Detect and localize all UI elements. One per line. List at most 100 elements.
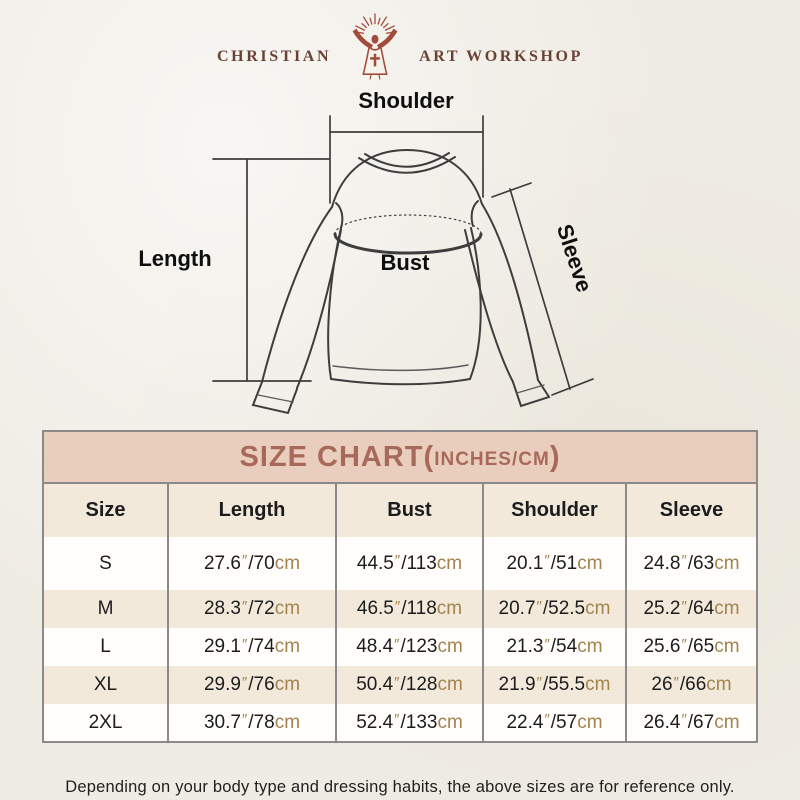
value-cm: 51 xyxy=(556,552,578,574)
brand-left-text: CHRISTIAN xyxy=(217,48,332,65)
inch-mark: ″ xyxy=(394,673,400,691)
sleeve-value: 24.8 ″/63 cm xyxy=(625,537,756,590)
size-chart-title-close: ) xyxy=(549,440,561,473)
value-cm: 64 xyxy=(693,598,715,619)
sleeve-value: 25.6 ″/65 cm xyxy=(625,628,756,666)
bust-value: 44.5 ″/113 cm xyxy=(335,537,482,590)
value-cm: 65 xyxy=(693,636,715,657)
length-value: 28.3 ″/72 cm xyxy=(167,590,335,628)
col-header-bust: Bust xyxy=(335,484,482,537)
slash: / xyxy=(687,711,694,733)
slash: / xyxy=(400,674,406,695)
slash: / xyxy=(687,598,694,619)
length-value: 29.9 ″/76 cm xyxy=(167,666,335,704)
inch-mark: ″ xyxy=(394,635,400,653)
inch-mark: ″ xyxy=(673,673,679,691)
value-inches: 52.4 xyxy=(356,711,394,733)
right-cuff-rib xyxy=(516,384,545,394)
slash: / xyxy=(687,636,694,657)
sleeve-value: 26.4 ″/67 cm xyxy=(625,704,756,741)
value-inches: 21.3 xyxy=(506,636,544,657)
sleeve-label: Sleeve xyxy=(552,221,597,295)
sleeve-tick-bottom xyxy=(551,378,594,396)
inch-mark: ″ xyxy=(536,597,542,615)
value-cm: 70 xyxy=(253,552,275,574)
body-left xyxy=(327,227,342,380)
length-value: 30.7 ″/78 cm xyxy=(167,704,335,741)
size-chart-title-band: SIZE CHART(INCHES/CM) xyxy=(44,432,756,484)
value-inches: 29.9 xyxy=(203,674,241,695)
value-cm: 66 xyxy=(685,674,707,695)
cm-unit: cm xyxy=(274,552,301,574)
shoulder-value: 20.1 ″/51 cm xyxy=(482,537,625,590)
col-header-size: Size xyxy=(44,484,167,537)
col-header-shoulder: Shoulder xyxy=(482,484,625,537)
cm-unit: cm xyxy=(585,598,611,619)
slash: / xyxy=(401,552,407,574)
value-cm: 57 xyxy=(556,711,578,733)
jesus-rays-icon xyxy=(352,13,398,80)
length-value: 29.1 ″/74 cm xyxy=(167,628,335,666)
hem-bottom xyxy=(330,378,471,386)
cm-unit: cm xyxy=(714,711,740,733)
length-label: Length xyxy=(138,246,211,271)
value-cm: 123 xyxy=(405,636,438,657)
inch-mark: ″ xyxy=(394,597,401,615)
table-row-s: S 27.6 ″/70 cm 44.5 ″/113 cm 20.1 ″/51 cm 24.8… xyxy=(44,537,756,590)
value-inches: 28.3 xyxy=(203,598,241,619)
cm-unit: cm xyxy=(274,711,301,733)
table-row-m: M 28.3 ″/72 cm 46.5 ″/118 cm 20.7 ″/52.5 cm 25… xyxy=(44,590,756,628)
cm-unit: cm xyxy=(577,711,603,733)
size-label: L xyxy=(44,628,167,666)
value-inches: 29.1 xyxy=(203,636,241,657)
slash: / xyxy=(550,711,557,733)
inch-mark: ″ xyxy=(681,711,687,728)
inch-mark: ″ xyxy=(241,673,248,691)
bust-value: 46.5 ″/118 cm xyxy=(335,590,482,628)
reference-footnote: Depending on your body type and dressing… xyxy=(65,777,735,796)
value-cm: 76 xyxy=(253,674,275,695)
slash: / xyxy=(542,598,549,619)
slash: / xyxy=(400,636,406,657)
slash: / xyxy=(542,674,549,695)
col-header-sleeve: Sleeve xyxy=(625,484,756,537)
cm-unit: cm xyxy=(585,674,611,695)
size-label: 2XL xyxy=(44,704,167,741)
slash: / xyxy=(248,598,254,619)
left-sleeve-outer xyxy=(261,206,333,383)
value-inches: 30.7 xyxy=(203,711,241,733)
hem-rib xyxy=(332,364,469,372)
value-cm: 133 xyxy=(405,711,438,733)
bust-value: 52.4 ″/133 cm xyxy=(335,704,482,741)
cm-unit: cm xyxy=(437,711,463,733)
table-row-2xl: 2XL 30.7 ″/78 cm 52.4 ″/133 cm 22.4 ″/57 cm 26… xyxy=(44,704,756,741)
value-inches: 50.4 xyxy=(356,674,394,695)
brand-header: CHRISTIAN ART WORKSHOP xyxy=(0,10,800,80)
col-header-length: Length xyxy=(167,484,335,537)
slash: / xyxy=(401,598,407,619)
cm-unit: cm xyxy=(436,598,463,619)
table-row-l: L 29.1 ″/74 cm 48.4 ″/123 cm 21.3 ″/54 cm 25.6… xyxy=(44,628,756,666)
slash: / xyxy=(550,552,557,574)
slash: / xyxy=(248,636,254,657)
cm-unit: cm xyxy=(714,598,740,619)
value-cm: 67 xyxy=(693,711,715,733)
cm-unit: cm xyxy=(437,636,463,657)
slash: / xyxy=(400,711,406,733)
cm-unit: cm xyxy=(436,552,463,574)
brand-right-text: ART WORKSHOP xyxy=(419,48,583,65)
cm-unit: cm xyxy=(714,552,740,574)
sleeve-tick-top xyxy=(491,182,532,198)
value-inches: 25.2 xyxy=(643,598,681,619)
inch-mark: ″ xyxy=(681,552,687,569)
sweater-top-dome xyxy=(331,148,483,208)
shoulder-value: 21.3 ″/54 cm xyxy=(482,628,625,666)
sleeve-value: 25.2 ″/64 cm xyxy=(625,590,756,628)
bust-line-solid xyxy=(333,232,483,255)
inch-mark: ″ xyxy=(544,635,550,653)
inch-mark: ″ xyxy=(544,552,550,569)
raglan-left xyxy=(335,202,344,229)
value-inches: 24.8 xyxy=(643,552,681,574)
sweater-measurement-diagram: Shoulder Length Bust Sleeve xyxy=(138,88,597,415)
value-inches: 27.6 xyxy=(203,552,241,574)
